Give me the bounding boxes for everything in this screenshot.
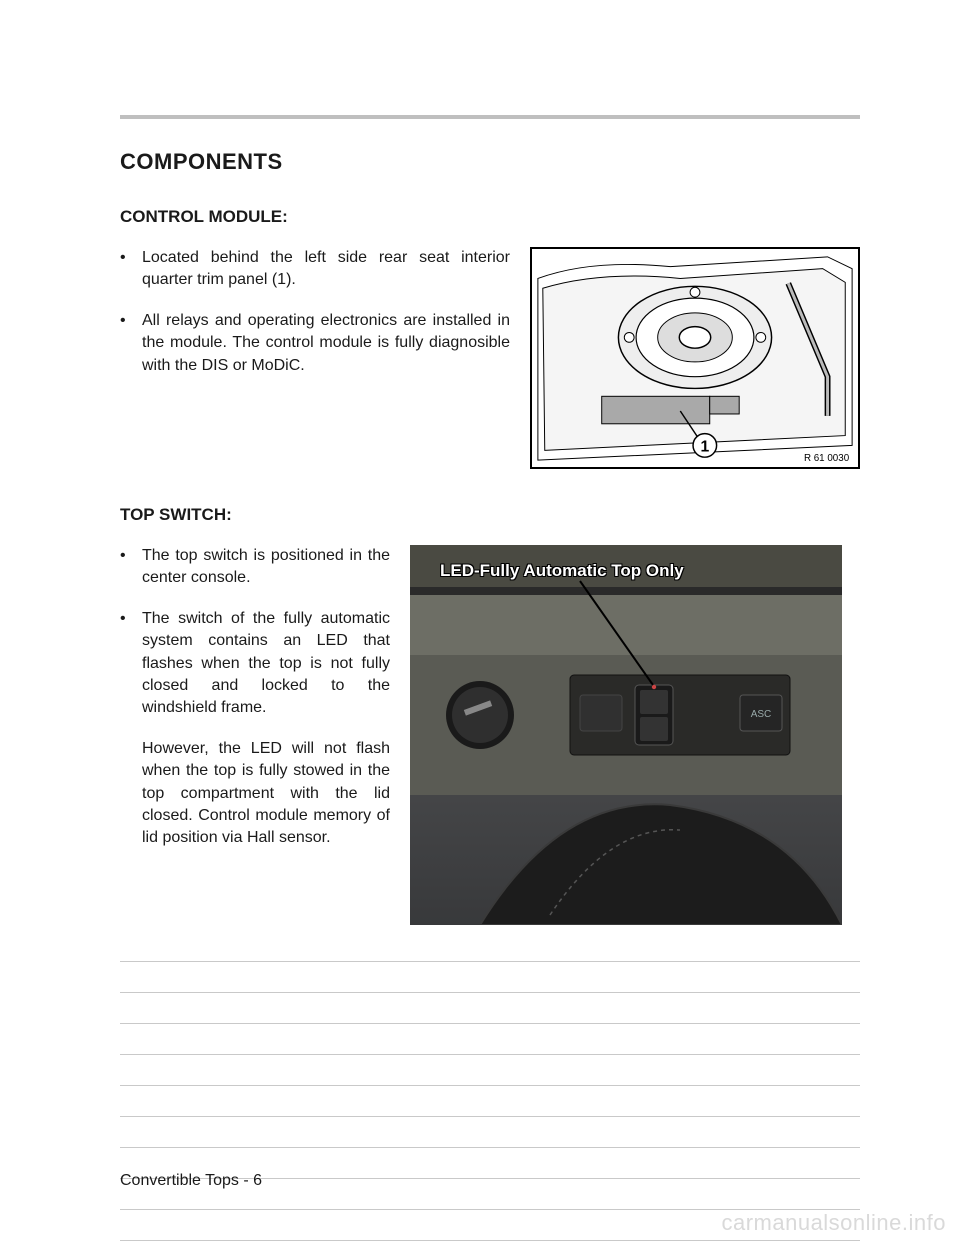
top-switch-photo: ASC xyxy=(410,545,842,925)
heading-top-switch: TOP SWITCH: xyxy=(120,505,860,525)
page-footer: Convertible Tops - 6 xyxy=(120,1172,262,1190)
bullet-para-1: The switch of the fully automatic system… xyxy=(142,608,390,720)
bullet-para-2: However, the LED will not flash when the… xyxy=(142,738,390,850)
figure-ref: R 61 0030 xyxy=(804,453,850,464)
control-module-row: • Located behind the left side rear seat… xyxy=(120,247,860,469)
bullet-dot-icon: • xyxy=(120,247,142,292)
note-line xyxy=(120,1147,860,1148)
figure-top-switch: ASC LED-Fully Automatic Top Only xyxy=(410,545,842,925)
section-top-switch: TOP SWITCH: • The top switch is position… xyxy=(120,505,860,925)
note-line xyxy=(120,1023,860,1024)
page-container: COMPONENTS CONTROL MODULE: • Located beh… xyxy=(0,0,960,1242)
bullet-item: • The switch of the fully automatic syst… xyxy=(120,608,390,850)
top-switch-row: • The top switch is positioned in the ce… xyxy=(120,545,860,925)
page-title: COMPONENTS xyxy=(120,149,860,175)
bullet-text: The switch of the fully automatic system… xyxy=(142,608,390,850)
top-rule xyxy=(120,115,860,119)
callout-number: 1 xyxy=(700,438,709,455)
bullet-dot-icon: • xyxy=(120,545,142,590)
bullet-item: • The top switch is positioned in the ce… xyxy=(120,545,390,590)
bullet-dot-icon: • xyxy=(120,608,142,850)
bullet-item: • All relays and operating electronics a… xyxy=(120,310,510,377)
heading-control-module: CONTROL MODULE: xyxy=(120,207,860,227)
control-module-drawing: 1 R 61 0030 xyxy=(532,249,858,467)
svg-text:ASC: ASC xyxy=(751,709,772,720)
bullet-text: The top switch is positioned in the cent… xyxy=(142,545,390,590)
bullet-text: Located behind the left side rear seat i… xyxy=(142,247,510,292)
bullet-dot-icon: • xyxy=(120,310,142,377)
note-line xyxy=(120,1116,860,1117)
figure-control-module: 1 R 61 0030 xyxy=(530,247,860,469)
note-line xyxy=(120,1054,860,1055)
watermark: carmanualsonline.info xyxy=(721,1210,946,1236)
top-switch-text: • The top switch is positioned in the ce… xyxy=(120,545,390,925)
note-line xyxy=(120,1240,860,1241)
bullet-text: All relays and operating electronics are… xyxy=(142,310,510,377)
note-line xyxy=(120,961,860,962)
note-line xyxy=(120,1085,860,1086)
notes-area xyxy=(120,961,860,1241)
bullet-item: • Located behind the left side rear seat… xyxy=(120,247,510,292)
section-control-module: CONTROL MODULE: • Located behind the lef… xyxy=(120,207,860,469)
figure-label-led: LED-Fully Automatic Top Only xyxy=(434,557,690,585)
note-line xyxy=(120,992,860,993)
control-module-text: • Located behind the left side rear seat… xyxy=(120,247,510,469)
